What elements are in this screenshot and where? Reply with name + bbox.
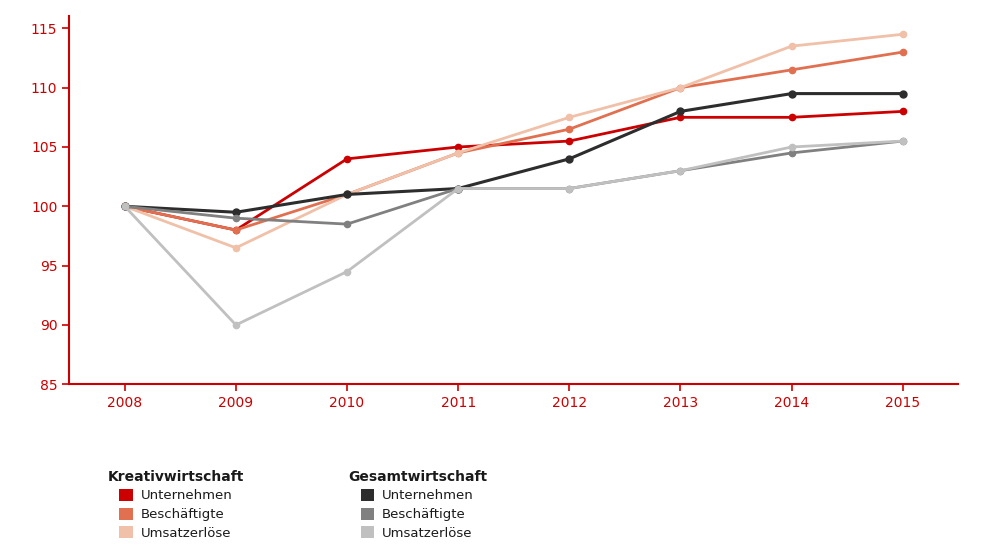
Legend: Unternehmen, Beschäftigte, Umsatzerlöse: Unternehmen, Beschäftigte, Umsatzerlöse: [343, 464, 492, 545]
